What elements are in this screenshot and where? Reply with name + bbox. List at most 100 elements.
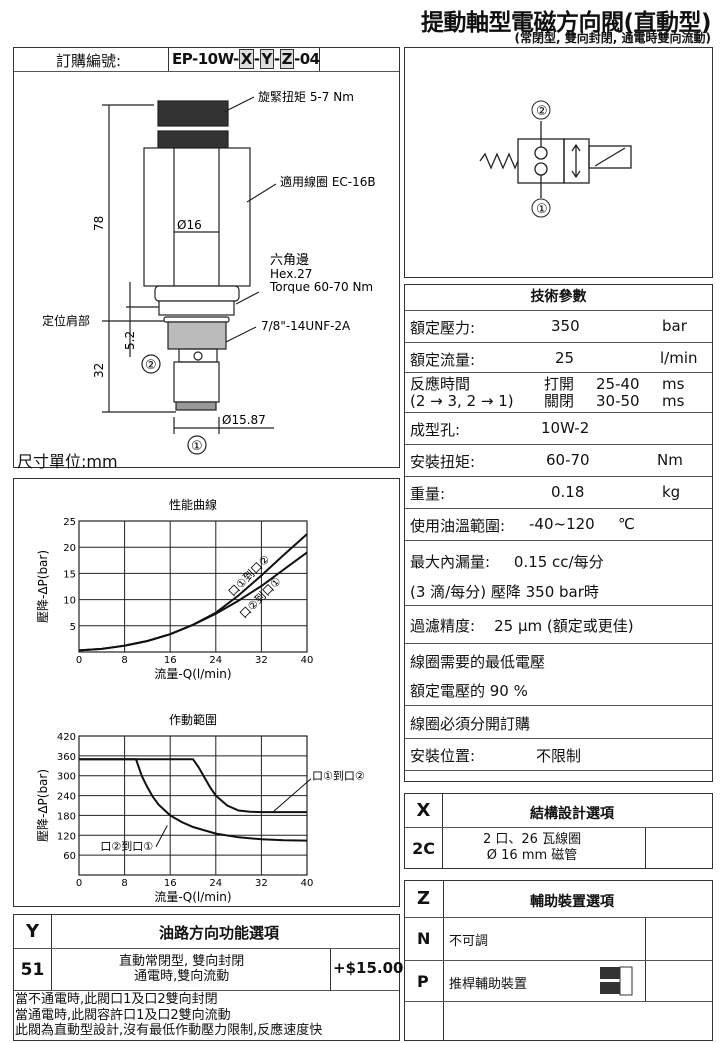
unit-label: 尺寸單位:mm xyxy=(17,452,118,471)
dim-dia16: Ø16 xyxy=(177,218,202,232)
x-tick-label: 16 xyxy=(164,655,177,666)
close-unit: ms xyxy=(662,392,685,410)
x-code: 2C xyxy=(405,828,443,868)
x-title: 結構設計選項 xyxy=(530,806,614,822)
y-tick-label: 360 xyxy=(57,752,76,763)
x-axis-label: 流量-Q(l/min) xyxy=(154,667,231,681)
page-subtitle: (常閉型, 雙向封閉, 通電時雙向流動) xyxy=(514,31,711,45)
temp-unit: ℃ xyxy=(618,515,635,533)
hydraulic-symbol: ② ① xyxy=(479,100,632,218)
knurled-nut xyxy=(157,100,229,127)
mount-value: 不限制 xyxy=(536,747,582,765)
x-desc-line2: Ø 16 mm 磁管 xyxy=(486,848,578,863)
x-tick-label: 16 xyxy=(164,878,177,889)
pressure-label: 額定壓力: xyxy=(410,319,476,337)
y-tick-label: 15 xyxy=(63,569,76,580)
flow-value: 25 xyxy=(555,349,575,367)
series-pointer-2 xyxy=(155,825,168,848)
z-desc-p: 推桿輔助裝置 xyxy=(449,977,528,992)
x-tick-label: 0 xyxy=(76,655,82,666)
drawing-panel: 訂購編號: EP-10W- X - Y - Z -04 xyxy=(13,47,400,471)
symbol-port2: ② xyxy=(536,104,548,119)
pressure-unit: bar xyxy=(662,317,687,335)
y-note-2: 當通電時,此閥容許口1及口2雙向流動 xyxy=(15,1007,231,1023)
x-axis-label: 流量-Q(l/min) xyxy=(154,890,231,904)
series-pointer-1 xyxy=(272,778,312,813)
order-code-suffix: -04 xyxy=(294,50,320,68)
thread-label: 7/8"-14UNF-2A xyxy=(261,319,351,333)
symbol-port1: ① xyxy=(536,202,548,217)
x-option-row[interactable]: 2C 2 口、26 瓦線圈 Ø 16 mm 磁管 xyxy=(405,828,711,868)
install-torque-value: 60-70 xyxy=(546,451,590,469)
series-line-2 xyxy=(78,551,308,652)
x-options-table: X 結構設計選項 2C 2 口、26 瓦線圈 Ø 16 mm 磁管 xyxy=(404,793,713,869)
y-tick-label: 5 xyxy=(70,622,76,633)
shoulder-label: 定位肩部 xyxy=(42,313,90,328)
charts-svg: 性能曲線 0 8 16 24 32 40 5 10 15 20 25 流量-Q(l/min) 壓降-ΔP(… xyxy=(36,497,365,904)
push-rod-icon xyxy=(600,966,633,996)
hydraulic-symbol-panel: ② ① xyxy=(404,47,713,278)
y-axis-label: 壓降-ΔP(bar) xyxy=(36,550,50,623)
y-note-1: 當不通電時,此閥口1及口2雙向封閉 xyxy=(15,992,218,1007)
y-code: 51 xyxy=(14,949,52,990)
z-key: Z xyxy=(417,888,431,909)
y-tick-label: 20 xyxy=(63,543,76,554)
weight-unit: kg xyxy=(662,483,681,501)
y-tick-label: 10 xyxy=(63,596,76,607)
x-desc-line1: 2 口、26 瓦線圈 xyxy=(483,832,582,847)
dim-5-2: 5.2 xyxy=(123,331,137,350)
temp-value: -40~120 xyxy=(529,515,595,533)
coil-voltage-line1: 線圈需要的最低電壓 xyxy=(410,653,546,671)
x-tick-label: 8 xyxy=(121,878,127,889)
leakage-line1: 最大內漏量: 0.15 cc/每分 xyxy=(410,553,604,571)
y-option-row[interactable]: 51 直動常閉型, 雙向封閉 通電時,雙向流動 +$15.00 xyxy=(14,949,403,991)
y-options-table: Y 油路方向功能選項 51 直動常閉型, 雙向封閉 通電時,雙向流動 +$15.… xyxy=(13,914,403,1041)
charts-panel: 性能曲線 0 8 16 24 32 40 5 10 15 20 25 流量-Q(l/min) 壓降-ΔP(… xyxy=(13,478,400,907)
filtration: 過濾精度: 25 µm (額定或更佳) xyxy=(410,617,634,635)
hex-label: Hex.27 xyxy=(270,267,312,281)
coil-separate: 線圈必須分開訂購 xyxy=(410,715,531,733)
x-tick-label: 24 xyxy=(209,878,222,889)
port1-label: ① xyxy=(191,439,203,454)
y-tick-label: 420 xyxy=(57,732,76,743)
leakage-line2: (3 滴/每分) 壓降 350 bar時 xyxy=(410,583,599,601)
chart-title: 性能曲線 xyxy=(169,497,217,512)
order-label: 訂購編號: xyxy=(56,52,122,70)
cavity-value: 10W-2 xyxy=(541,419,590,437)
close-value: 30-50 xyxy=(596,392,640,410)
install-torque-label: 安裝扭矩: xyxy=(410,453,476,471)
series-label-2: 口②到口① xyxy=(100,840,153,853)
y-price: +$15.00 xyxy=(333,959,404,977)
open-unit: ms xyxy=(662,375,685,393)
cavity-label: 成型孔: xyxy=(410,421,461,439)
x-tick-label: 24 xyxy=(209,655,222,666)
order-code: EP-10W- X - Y - Z -04 xyxy=(172,49,320,69)
z-option-row-n[interactable]: N 不可調 xyxy=(405,918,712,961)
y-tick-label: 25 xyxy=(63,517,76,528)
series-line-2 xyxy=(79,758,308,842)
response-ports: (2 → 3, 2 → 1) xyxy=(410,392,514,410)
weight-label: 重量: xyxy=(410,485,446,503)
specs-table: 技術參數 額定壓力: 350 bar 額定流量: 25 l/min 反應時間 (… xyxy=(404,284,713,782)
response-label: 反應時間 xyxy=(410,375,471,393)
z-options-table: Z 輔助裝置選項 N 不可調 P 推桿輔助裝置 xyxy=(404,880,713,1041)
series-label-1: 口①到口② xyxy=(312,770,365,783)
hex-cn-label: 六角邊 xyxy=(270,253,309,268)
dim-dia1587: Ø15.87 xyxy=(222,413,266,427)
x-tick-label: 32 xyxy=(255,878,268,889)
flow-label: 額定流量: xyxy=(410,351,476,369)
z-code-n: N xyxy=(417,929,431,948)
order-code-y: Y xyxy=(259,49,274,69)
x-tick-label: 32 xyxy=(255,655,268,666)
order-code-row: 訂購編號: EP-10W- X - Y - Z -04 xyxy=(14,48,399,72)
y-tick-label: 180 xyxy=(57,811,76,822)
x-tick-label: 8 xyxy=(121,655,127,666)
z-option-row-p[interactable]: P 推桿輔助裝置 xyxy=(405,961,712,1002)
torque-label: Torque 60-70 Nm xyxy=(269,280,373,294)
specs-title: 技術參數 xyxy=(405,285,712,311)
torque-cap-label: 旋緊扭矩 5-7 Nm xyxy=(258,90,354,104)
y-desc-line1: 直動常閉型, 雙向封閉 xyxy=(119,954,245,969)
spring-icon xyxy=(479,152,519,170)
y-note-3: 此閥為直動型設計,沒有最低作動壓力限制,反應速度快 xyxy=(15,1023,323,1038)
x-tick-label: 40 xyxy=(301,655,314,666)
